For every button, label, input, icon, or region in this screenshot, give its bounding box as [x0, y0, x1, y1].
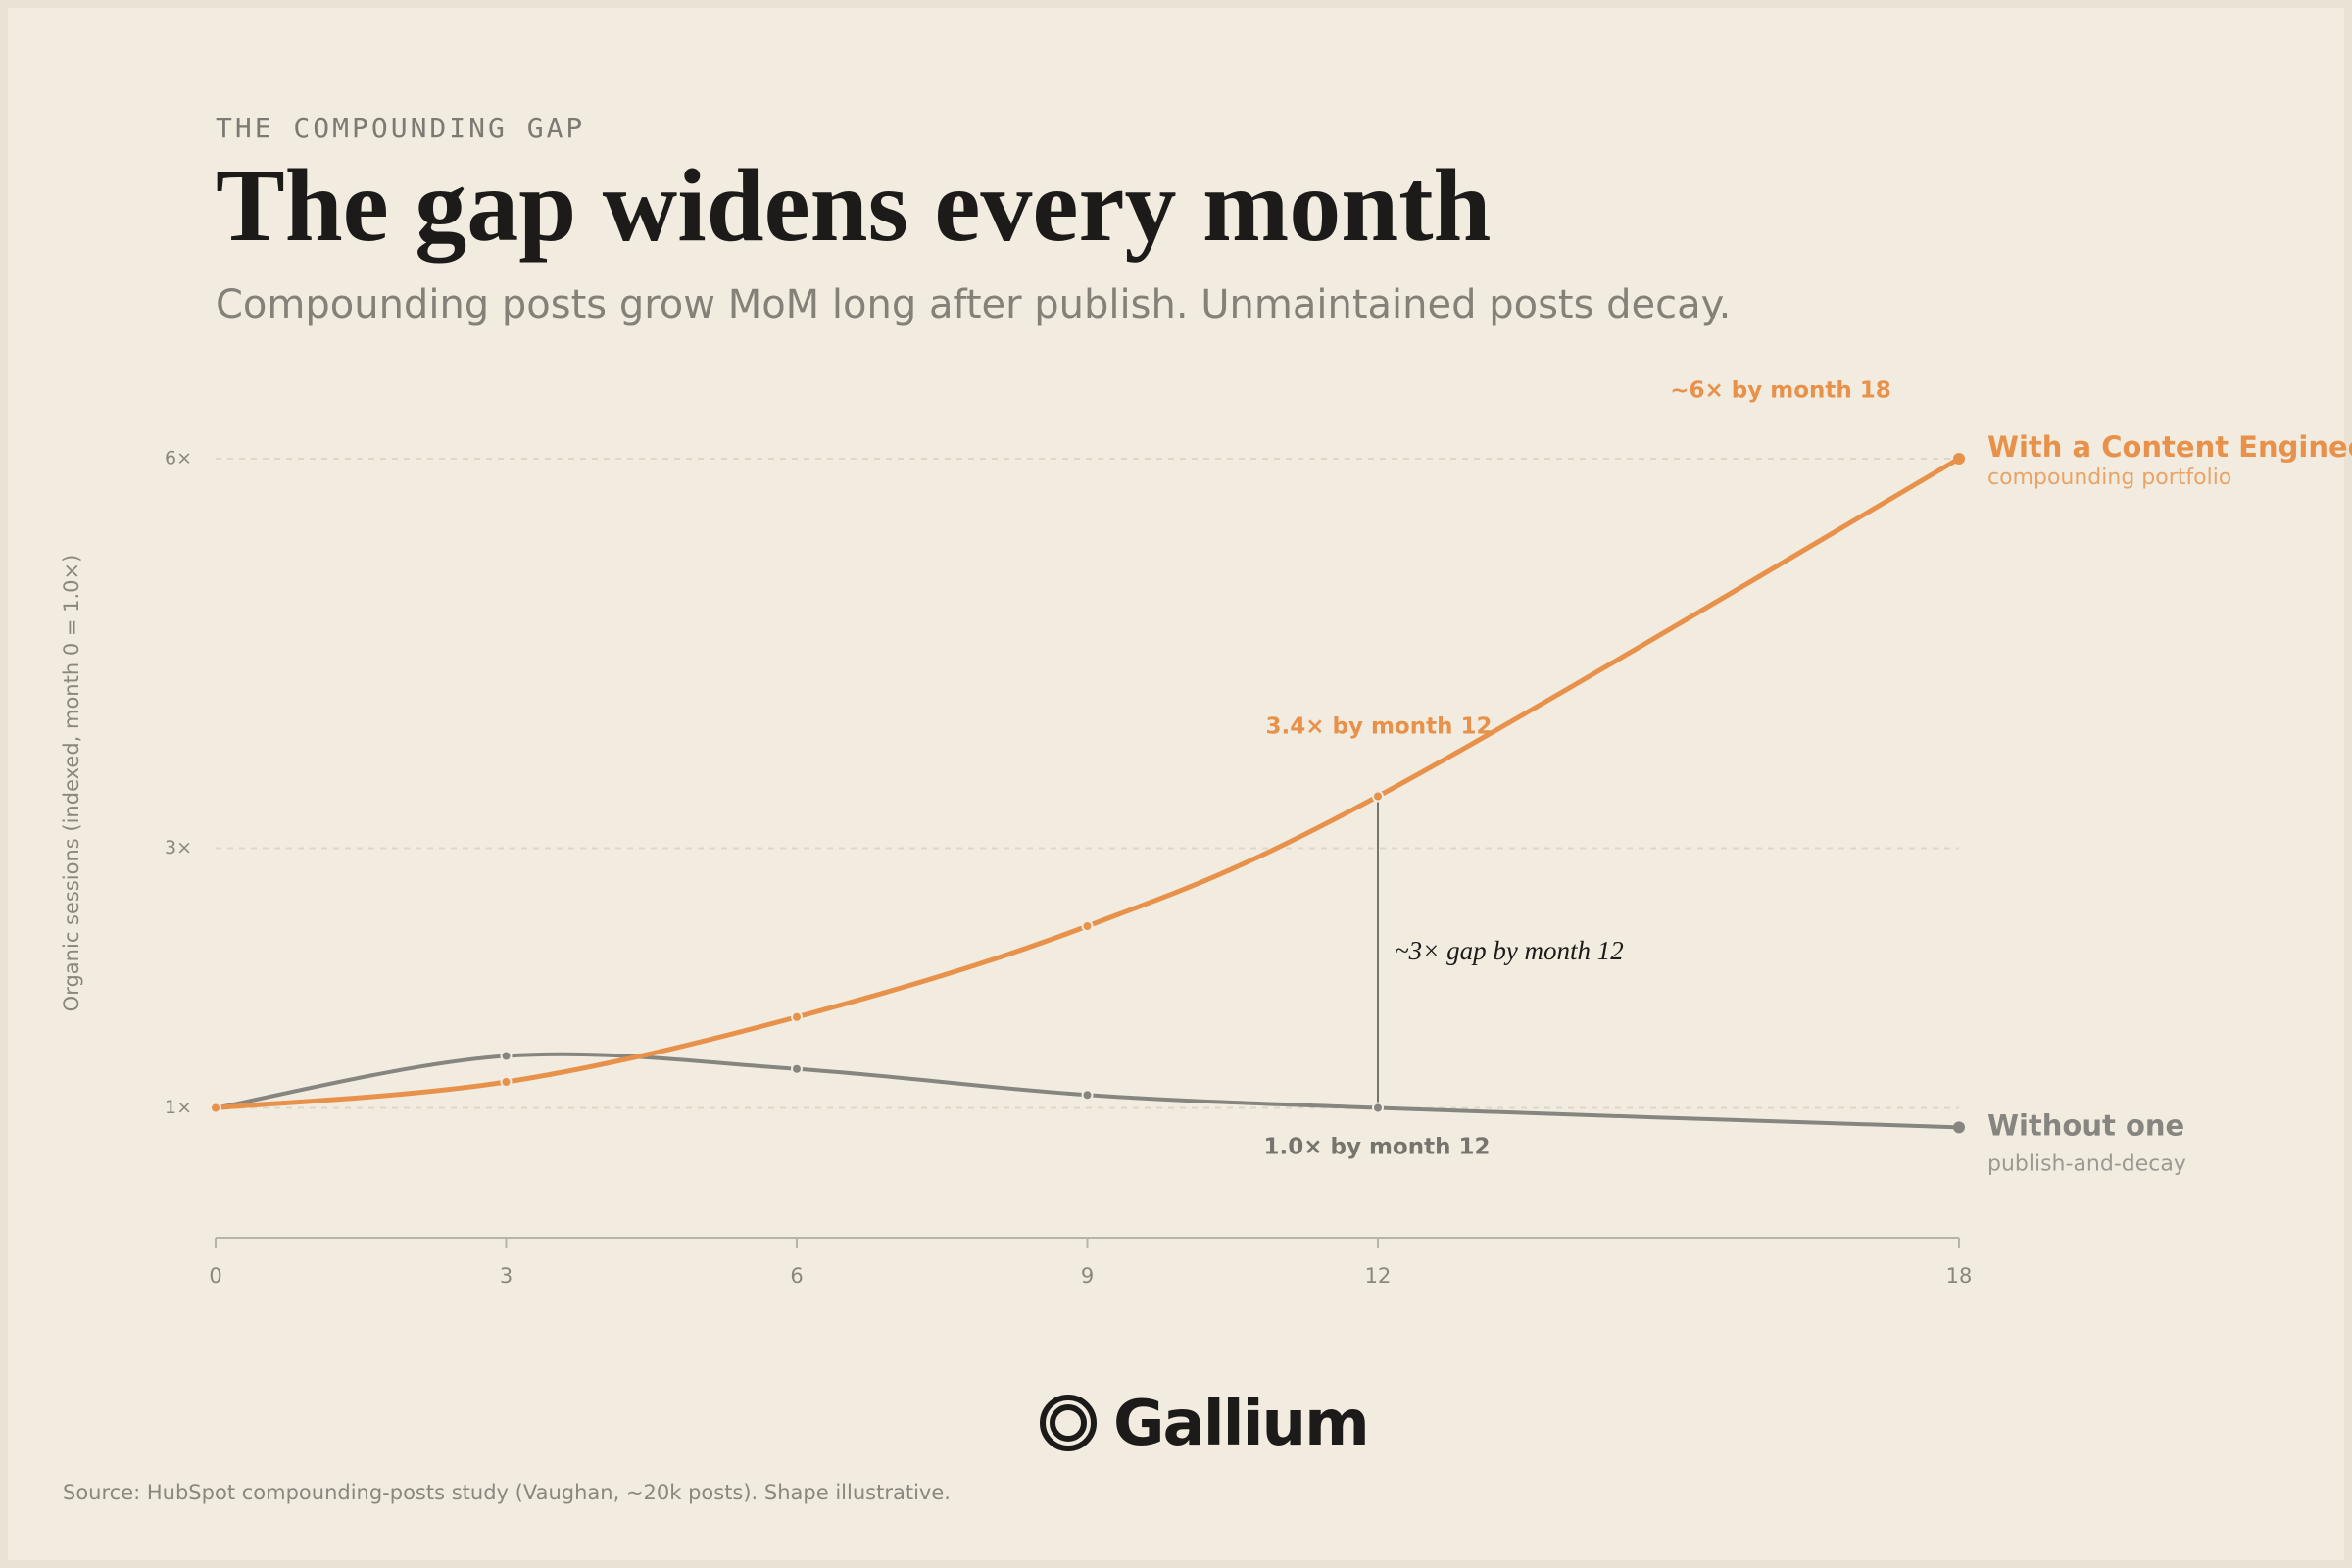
annotation: ~6× by month 18: [1670, 378, 1891, 404]
legend-label: Without one: [1987, 1108, 2184, 1142]
series-line: [215, 1052, 1960, 1130]
legend-sublabel: publish-and-decay: [1987, 1152, 2186, 1176]
data-point: [791, 1010, 803, 1023]
y-tick-label: 3×: [165, 837, 192, 858]
x-tick-label: 9: [1081, 1264, 1094, 1288]
series-line: [215, 456, 1961, 1110]
chart-subtitle: Compounding posts grow MoM long after pu…: [216, 282, 1731, 327]
legend-label: With a Content Engineer: [1987, 430, 2352, 464]
data-point: [1953, 453, 1965, 465]
data-point: [210, 1102, 221, 1114]
annotation: 1.0× by month 12: [1263, 1135, 1490, 1160]
data-point: [1372, 790, 1384, 803]
data-point: [500, 1076, 513, 1088]
y-tick-label: 1×: [165, 1097, 192, 1118]
background: [8, 8, 2344, 1560]
source: Source: HubSpot compounding-posts study …: [63, 1481, 951, 1504]
logo-mark: [1040, 1395, 1097, 1451]
legend-sublabel: compounding portfolio: [1987, 466, 2231, 490]
data-point: [1953, 1121, 1965, 1134]
y-tick-label: 6×: [165, 448, 192, 469]
x-tick-label: 18: [1946, 1264, 1973, 1288]
logo-text: Gallium: [1113, 1388, 1368, 1460]
eyebrow: THE COMPOUNDING GAP: [216, 112, 585, 144]
x-tick-label: 12: [1365, 1264, 1392, 1288]
annotation: ~3× gap by month 12: [1395, 936, 1624, 965]
chart-title: The gap widens every month: [216, 148, 1492, 263]
x-tick-label: 3: [500, 1264, 513, 1288]
data-point: [1081, 1089, 1094, 1102]
x-tick-label: 0: [209, 1264, 221, 1288]
data-point: [1081, 920, 1094, 932]
data-point: [1372, 1102, 1384, 1114]
data-point: [791, 1062, 803, 1075]
logo: Gallium: [1040, 1388, 1370, 1460]
x-tick-label: 6: [790, 1264, 803, 1288]
y-axis-label: Organic sessions (indexed, month 0 = 1.0…: [60, 555, 83, 1012]
annotation: 3.4× by month 12: [1265, 714, 1492, 740]
data-point: [500, 1050, 513, 1062]
